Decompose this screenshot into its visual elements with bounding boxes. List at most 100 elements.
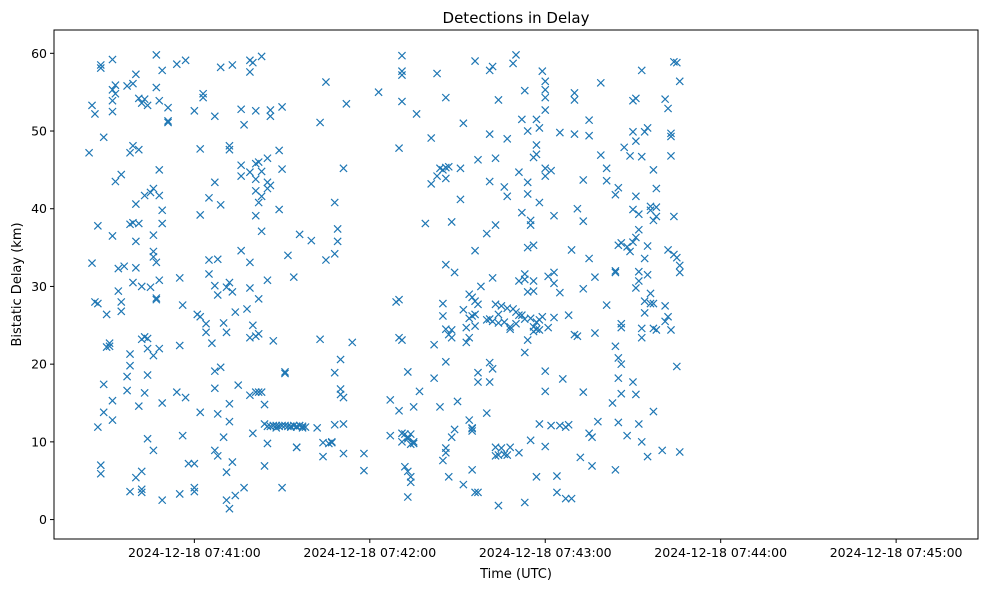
scatter-point bbox=[254, 158, 263, 167]
scatter-point bbox=[523, 336, 532, 345]
scatter-point bbox=[342, 99, 351, 108]
scatter-point bbox=[430, 374, 439, 383]
scatter-point bbox=[117, 170, 126, 179]
scatter-point bbox=[234, 381, 243, 390]
scatter-point bbox=[541, 442, 550, 451]
scatter-point bbox=[473, 155, 483, 164]
scatter-point bbox=[108, 231, 117, 240]
scatter-point bbox=[210, 112, 219, 121]
scatter-point bbox=[359, 449, 368, 458]
scatter-point bbox=[213, 451, 222, 460]
scatter-point bbox=[482, 229, 491, 238]
scatter-point bbox=[266, 112, 275, 121]
scatter-point bbox=[397, 51, 406, 60]
scatter-point bbox=[596, 151, 605, 160]
scatter-point bbox=[611, 465, 620, 474]
scatter-point bbox=[585, 131, 594, 140]
scatter-point bbox=[181, 393, 190, 402]
scatter-point bbox=[664, 104, 673, 113]
scatter-point bbox=[175, 341, 184, 350]
scatter-point bbox=[532, 115, 541, 124]
scatter-point bbox=[634, 210, 643, 219]
scatter-point bbox=[473, 378, 483, 387]
scatter-point bbox=[210, 446, 219, 455]
scatter-point bbox=[617, 360, 626, 369]
scatter-point bbox=[570, 88, 579, 97]
scatter-point bbox=[541, 387, 550, 396]
scatter-point bbox=[248, 429, 257, 438]
scatter-point bbox=[471, 57, 480, 66]
scatter-point bbox=[278, 483, 287, 492]
scatter-point bbox=[465, 416, 474, 425]
scatter-point bbox=[453, 397, 462, 406]
scatter-point bbox=[497, 444, 506, 453]
scatter-point bbox=[196, 408, 205, 417]
scatter-point bbox=[87, 101, 97, 110]
scatter-point bbox=[544, 272, 553, 281]
scatter-point bbox=[158, 66, 167, 75]
scatter-point bbox=[666, 132, 675, 141]
y-tick-label: 20 bbox=[31, 357, 47, 372]
scatter-point bbox=[640, 297, 649, 306]
scatter-point bbox=[316, 118, 325, 127]
scatter-point bbox=[321, 255, 330, 265]
scatter-point bbox=[152, 294, 161, 303]
scatter-point bbox=[111, 81, 120, 90]
scatter-point bbox=[117, 297, 126, 307]
scatter-point bbox=[462, 338, 471, 347]
scatter-point bbox=[202, 319, 211, 328]
scatter-point bbox=[257, 192, 266, 201]
scatter-point bbox=[149, 231, 158, 240]
scatter-point bbox=[108, 85, 117, 94]
scatter-point bbox=[397, 97, 406, 106]
scatter-point bbox=[529, 287, 538, 296]
scatter-point bbox=[225, 278, 234, 287]
scatter-point bbox=[395, 406, 404, 415]
scatter-point bbox=[158, 206, 167, 215]
scatter-point bbox=[155, 191, 164, 200]
scatter-point bbox=[199, 89, 208, 98]
y-tick-label: 30 bbox=[31, 279, 47, 294]
scatter-point bbox=[433, 172, 442, 181]
scatter-point bbox=[181, 56, 190, 65]
scatter-point bbox=[640, 127, 649, 136]
scatter-point bbox=[152, 258, 161, 267]
scatter-point bbox=[225, 145, 234, 154]
scatter-point bbox=[444, 472, 453, 481]
scatter-point bbox=[251, 388, 260, 397]
scatter-point bbox=[488, 317, 497, 326]
scatter-point bbox=[441, 163, 450, 172]
scatter-point bbox=[626, 151, 635, 160]
scatter-point bbox=[178, 431, 187, 440]
scatter-point bbox=[204, 193, 213, 202]
scatter-point bbox=[462, 323, 471, 332]
scatter-point bbox=[409, 402, 418, 411]
scatter-point bbox=[579, 388, 588, 397]
scatter-point bbox=[450, 425, 459, 434]
scatter-point bbox=[529, 241, 538, 250]
scatter-point bbox=[158, 398, 167, 408]
x-tick-label: 2024-12-18 07:42:00 bbox=[303, 545, 436, 560]
scatter-point bbox=[555, 128, 564, 137]
plot-frame bbox=[53, 29, 979, 540]
scatter-point bbox=[245, 391, 254, 400]
scatter-point bbox=[321, 78, 330, 87]
scatter-point bbox=[149, 252, 158, 261]
scatter-point bbox=[570, 95, 579, 104]
scatter-point bbox=[514, 276, 523, 286]
scatter-point bbox=[649, 216, 658, 225]
scatter-point bbox=[473, 300, 483, 309]
scatter-point bbox=[547, 166, 556, 175]
scatter-point bbox=[593, 417, 602, 426]
scatter-point bbox=[397, 437, 406, 446]
scatter-point bbox=[149, 446, 158, 455]
scatter-point bbox=[494, 501, 503, 510]
scatter-point bbox=[152, 83, 161, 92]
scatter-point bbox=[397, 71, 406, 80]
scatter-point bbox=[517, 311, 526, 320]
scatter-point bbox=[137, 485, 146, 494]
scatter-point bbox=[491, 221, 500, 230]
scatter-point bbox=[99, 408, 108, 417]
scatter-point bbox=[269, 336, 278, 345]
scatter-point bbox=[640, 254, 649, 263]
